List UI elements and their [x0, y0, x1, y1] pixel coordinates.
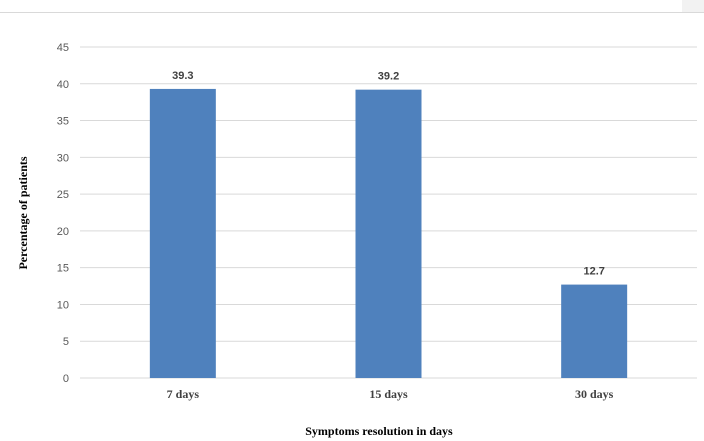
- y-tick-label: 20: [57, 226, 69, 238]
- chart-frame-top-border: [0, 12, 704, 13]
- data-label: 12.7: [583, 266, 604, 278]
- x-category-label: 30 days: [575, 387, 614, 401]
- bars: [149, 88, 628, 378]
- y-tick-label: 30: [57, 152, 69, 164]
- y-tick-label: 5: [63, 336, 69, 348]
- y-tick-label: 15: [57, 263, 69, 275]
- x-axis-title: Symptoms resolution in days: [305, 424, 453, 438]
- y-axis-tick-labels: 0 5 10 15 20 25 30 35 40 45: [57, 42, 69, 385]
- y-tick-label: 10: [57, 299, 69, 311]
- x-category-label: 7 days: [167, 387, 200, 401]
- y-tick-label: 40: [57, 79, 69, 91]
- y-tick-label: 0: [63, 373, 69, 385]
- x-axis-category-labels: 7 days 15 days 30 days: [167, 387, 614, 401]
- chart-corner-box: [682, 0, 704, 12]
- data-label: 39.3: [172, 70, 193, 82]
- data-labels: 39.3 39.2 12.7: [172, 70, 605, 278]
- y-axis-title: Percentage of patients: [16, 156, 30, 269]
- y-tick-label: 35: [57, 116, 69, 128]
- data-label: 39.2: [378, 71, 399, 83]
- y-tick-label: 25: [57, 189, 69, 201]
- bar: [561, 284, 628, 378]
- bar: [149, 88, 216, 378]
- x-category-label: 15 days: [369, 387, 408, 401]
- y-tick-label: 45: [57, 42, 69, 54]
- bar: [355, 89, 422, 378]
